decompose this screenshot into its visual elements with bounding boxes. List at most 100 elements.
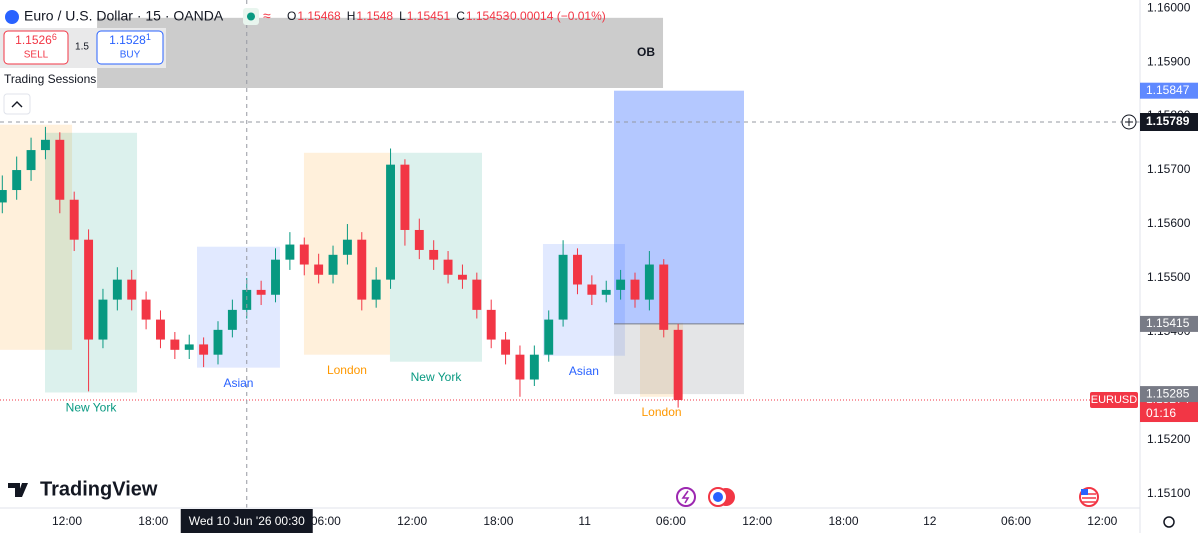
candle-body bbox=[69, 199, 79, 240]
candle-body bbox=[328, 254, 338, 275]
stop-price-tag bbox=[1140, 386, 1198, 403]
entry-price-tag bbox=[1140, 315, 1198, 332]
crosshair-time: 00:30 bbox=[275, 514, 305, 528]
target-price-tag bbox=[1140, 82, 1198, 99]
sell-price: 1.15266 bbox=[15, 32, 57, 47]
candle-body bbox=[271, 259, 280, 295]
candle-body bbox=[40, 139, 50, 151]
y-tick-label: 1.15200 bbox=[1147, 432, 1191, 446]
candle-body bbox=[199, 344, 209, 355]
x-tick-label: 12 bbox=[923, 514, 937, 528]
add-alert-plus bbox=[1125, 118, 1133, 127]
collapse-button[interactable] bbox=[3, 93, 31, 115]
candle-body bbox=[558, 254, 568, 320]
candle-body bbox=[544, 319, 554, 355]
candle-body bbox=[601, 289, 611, 295]
overlay: Euro / U.S. Dollar · 15 · OANDA ≈ O 1.154… bbox=[0, 8, 1175, 528]
data-feed-icon[interactable]: ≈ bbox=[263, 8, 271, 24]
change: −0.00014 (−0.01%) bbox=[503, 9, 606, 23]
candle-body bbox=[673, 329, 683, 401]
stop-price-label: 1.15285 bbox=[1146, 386, 1190, 400]
candle-body bbox=[630, 279, 640, 300]
candle-body bbox=[299, 244, 309, 265]
candle-body bbox=[84, 239, 94, 340]
session-label: New York bbox=[411, 370, 463, 384]
ohlc-key: C bbox=[456, 9, 465, 23]
events-icon[interactable] bbox=[676, 487, 696, 507]
collapse-icon bbox=[11, 101, 23, 108]
target-price-label: 1.15847 bbox=[1146, 83, 1190, 97]
candle-body bbox=[472, 279, 482, 310]
session-label: New York bbox=[66, 401, 118, 415]
x-tick-label: 12:00 bbox=[397, 514, 427, 528]
y-tick-label: 1.16000 bbox=[1147, 0, 1191, 14]
ohlc-key: O bbox=[287, 9, 296, 23]
crosshair-time-tag bbox=[180, 509, 313, 533]
spread: 1.5 bbox=[75, 42, 89, 53]
symbol-title[interactable]: Euro / U.S. Dollar · 15 · OANDA bbox=[24, 8, 224, 24]
candle-body bbox=[127, 279, 137, 300]
ohlc-value: 1.15453 bbox=[466, 9, 510, 23]
ohlc-value: 1.15451 bbox=[407, 9, 451, 23]
candle-body bbox=[26, 150, 36, 171]
y-tick-label: 1.15900 bbox=[1147, 54, 1191, 68]
entry-price-label: 1.15415 bbox=[1146, 316, 1190, 330]
settings-icon[interactable] bbox=[1163, 516, 1175, 528]
plot-area: OB New York Asian London New York Asian London bbox=[0, 0, 1140, 508]
candle-body bbox=[644, 264, 654, 300]
buy-label: BUY bbox=[120, 50, 141, 61]
x-tick-label: 06:00 bbox=[1001, 514, 1031, 528]
symbol-tag bbox=[1090, 392, 1138, 409]
candle-body bbox=[659, 264, 669, 330]
buy-price: 1.15281 bbox=[109, 32, 151, 47]
session-label: London bbox=[642, 405, 682, 419]
candle-body bbox=[98, 299, 108, 340]
x-tick-label: 06:00 bbox=[311, 514, 341, 528]
candle-body bbox=[501, 339, 511, 355]
candle-body bbox=[357, 239, 367, 300]
sell-button[interactable] bbox=[3, 30, 69, 65]
candle-body bbox=[616, 279, 626, 290]
candle-body bbox=[529, 354, 539, 380]
x-tick-label: 18:00 bbox=[138, 514, 168, 528]
news-icon-core bbox=[713, 492, 723, 502]
ohlc: O 1.15468 H 1.1548 L 1.15451 C 1.15453 bbox=[287, 9, 510, 23]
x-tick-label: 12:00 bbox=[52, 514, 82, 528]
session-label: Asian bbox=[223, 376, 253, 390]
order-block bbox=[97, 17, 664, 88]
candle-body bbox=[12, 170, 22, 191]
session-label: Asian bbox=[569, 364, 599, 378]
candle-body bbox=[184, 344, 194, 350]
ohlc-key: L bbox=[399, 9, 406, 23]
indicator-name[interactable]: Trading Sessions bbox=[4, 72, 96, 86]
session-box bbox=[542, 244, 625, 356]
ohlc-key: H bbox=[347, 9, 356, 23]
flag-canton bbox=[1081, 489, 1088, 495]
x-tick-label: 18:00 bbox=[828, 514, 858, 528]
sell-label: SELL bbox=[24, 50, 49, 61]
y-tick-label: 1.15700 bbox=[1147, 162, 1191, 176]
symbol-tag-label: EURUSD bbox=[1091, 394, 1138, 406]
candle-body bbox=[400, 164, 410, 230]
candle-body bbox=[0, 190, 7, 203]
countdown: 01:16 bbox=[1146, 406, 1176, 420]
candle-body bbox=[443, 259, 453, 275]
ohlc-value: 1.1548 bbox=[356, 9, 393, 23]
indicator-legend-bg bbox=[0, 70, 96, 88]
symbol-icon[interactable] bbox=[5, 10, 19, 24]
candle-body bbox=[285, 244, 295, 260]
candle-body bbox=[170, 339, 180, 350]
buy-button[interactable] bbox=[96, 30, 164, 65]
x-tick-label: 12:00 bbox=[742, 514, 772, 528]
candle-body bbox=[256, 289, 266, 295]
candle-body bbox=[342, 239, 352, 255]
brand-logo bbox=[8, 483, 28, 497]
y-tick-label: 1.15600 bbox=[1147, 216, 1191, 230]
candle-body bbox=[227, 309, 237, 330]
candle-body bbox=[573, 254, 582, 285]
ohlc-value: 1.15468 bbox=[297, 9, 341, 23]
crosshair-price-tag bbox=[1140, 113, 1198, 132]
